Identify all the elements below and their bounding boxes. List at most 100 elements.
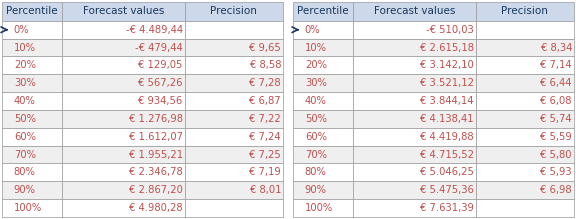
Bar [2,92,62,110]
Text: € 7,24: € 7,24 [249,132,281,142]
Bar [185,110,283,128]
Text: 30%: 30% [14,78,36,88]
Bar [293,92,354,110]
Text: € 3.521,12: € 3.521,12 [420,78,473,88]
Bar [185,57,283,74]
Text: € 129,05: € 129,05 [138,60,183,70]
Bar [354,146,476,164]
Bar [2,128,62,146]
Text: Percentile: Percentile [297,6,349,16]
Bar [354,39,476,57]
Text: 90%: 90% [14,185,36,195]
Text: 20%: 20% [14,60,36,70]
Bar [185,39,283,57]
Bar [476,92,574,110]
Text: € 7,19: € 7,19 [249,167,281,177]
Text: -€ 4.489,44: -€ 4.489,44 [126,25,183,35]
Text: € 8,01: € 8,01 [249,185,281,195]
Bar [476,57,574,74]
Bar [185,199,283,217]
Bar [476,110,574,128]
Bar [354,199,476,217]
Text: € 6,44: € 6,44 [540,78,572,88]
Bar [293,74,354,92]
Text: 40%: 40% [14,96,36,106]
Bar [293,2,354,21]
Bar [293,181,354,199]
Bar [476,74,574,92]
Bar [476,2,574,21]
Bar [185,181,283,199]
Bar [476,39,574,57]
Bar [62,39,185,57]
Bar [293,164,354,181]
Bar [185,92,283,110]
Text: € 7,25: € 7,25 [249,150,281,160]
Text: € 8,34: € 8,34 [541,42,572,53]
Bar [62,146,185,164]
Text: Forecast values: Forecast values [83,6,164,16]
Bar [354,21,476,39]
Bar [2,110,62,128]
Text: € 4.980,28: € 4.980,28 [129,203,183,213]
Bar [354,74,476,92]
Bar [2,146,62,164]
Bar [354,92,476,110]
Text: 60%: 60% [305,132,327,142]
Bar [354,128,476,146]
Bar [62,2,185,21]
Bar [2,181,62,199]
Text: € 934,56: € 934,56 [138,96,183,106]
Text: 70%: 70% [14,150,36,160]
Text: € 1.612,07: € 1.612,07 [128,132,183,142]
Bar [185,146,283,164]
Text: € 8,58: € 8,58 [249,60,281,70]
Text: € 5.475,36: € 5.475,36 [420,185,473,195]
Bar [62,74,185,92]
Text: € 5,80: € 5,80 [540,150,572,160]
Bar [354,164,476,181]
Bar [354,110,476,128]
Bar [62,21,185,39]
Text: € 2.615,18: € 2.615,18 [420,42,473,53]
Bar [62,199,185,217]
Bar [62,164,185,181]
Bar [476,199,574,217]
Bar [293,21,354,39]
Text: 20%: 20% [305,60,327,70]
Text: 100%: 100% [14,203,42,213]
Text: 80%: 80% [305,167,327,177]
Bar [2,199,62,217]
Text: € 1.955,21: € 1.955,21 [128,150,183,160]
Bar [2,164,62,181]
Text: € 7,14: € 7,14 [540,60,572,70]
Bar [2,57,62,74]
Text: € 4.419,88: € 4.419,88 [420,132,473,142]
Bar [354,57,476,74]
Text: 0%: 0% [305,25,320,35]
Text: 80%: 80% [14,167,36,177]
Bar [185,21,283,39]
Text: 40%: 40% [305,96,327,106]
Text: € 567,26: € 567,26 [138,78,183,88]
Text: 90%: 90% [305,185,327,195]
Bar [293,110,354,128]
Text: Forecast values: Forecast values [374,6,455,16]
Text: € 5,59: € 5,59 [540,132,572,142]
Text: 30%: 30% [305,78,327,88]
Bar [62,92,185,110]
Text: € 7,28: € 7,28 [249,78,281,88]
Bar [354,2,476,21]
Text: Precision: Precision [210,6,257,16]
Bar [293,39,354,57]
Bar [476,164,574,181]
Bar [2,21,62,39]
Bar [476,146,574,164]
Text: € 3.142,10: € 3.142,10 [420,60,473,70]
Bar [476,21,574,39]
Text: 10%: 10% [14,42,36,53]
Text: € 4.715,52: € 4.715,52 [420,150,473,160]
Bar [2,2,62,21]
Text: € 2.346,78: € 2.346,78 [129,167,183,177]
Bar [354,181,476,199]
